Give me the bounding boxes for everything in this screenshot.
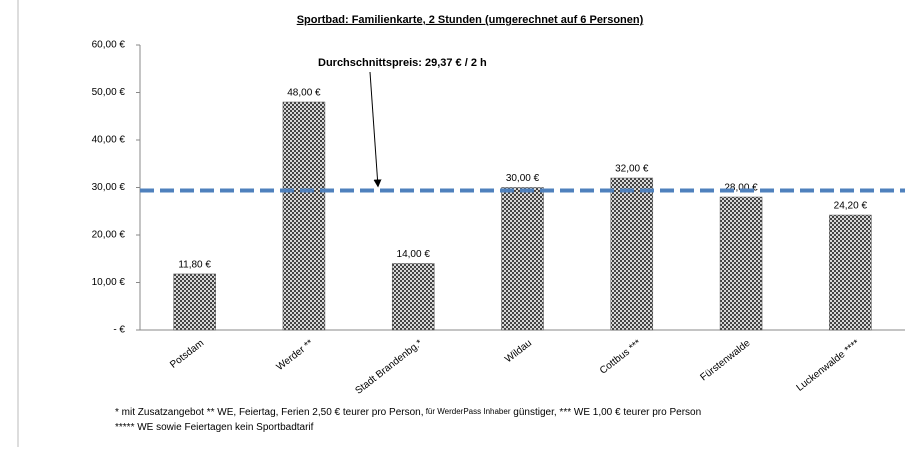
y-tick-label: 40,00 € [92,135,126,146]
annotation-arrow [369,71,382,188]
footnote-part: für WerderPass Inhaber [423,407,510,416]
y-tick-label: 50,00 € [92,87,126,98]
bar [282,101,326,331]
x-tick-label: Wildau [503,338,534,365]
bar [173,273,216,331]
chart-title: Sportbad: Familienkarte, 2 Stunden (umge… [297,14,644,26]
value-label: 32,00 € [615,164,649,175]
footnote-part: ***** WE sowie Feiertagen kein Sportbadt… [115,422,314,433]
value-label: 14,00 € [397,249,431,260]
bar [719,196,763,331]
bar [829,214,872,331]
footnote: * mit Zusatzangebot ** WE, Feiertag, Fer… [115,407,701,418]
x-tick-label: Potsdam [168,338,206,371]
x-tick-label: Fürstenwalde [698,338,752,384]
footnote-part: günstiger, *** WE 1,00 € teurer pro Pers… [511,407,702,418]
value-label: 28,00 € [724,183,758,194]
y-tick-label: 60,00 € [92,40,126,51]
y-tick-label: 10,00 € [92,277,126,288]
y-tick-label: - € [113,325,125,336]
x-tick-label: Werder ** [275,338,316,373]
bar [610,177,654,331]
value-label: 30,00 € [506,173,540,184]
value-label: 11,80 € [178,260,211,271]
annotation: Durchschnittspreis: 29,37 € / 2 h [318,57,487,69]
x-tick-label: Luckenwalde **** [795,338,862,394]
y-tick-label: 30,00 € [92,182,126,193]
value-label: 48,00 € [287,88,321,99]
x-tick-label: Stadt Brandenbg.* [354,338,425,397]
footnote: ***** WE sowie Feiertagen kein Sportbadt… [115,422,314,433]
bar [501,187,544,331]
value-label: 24,20 € [834,201,868,212]
footnote-part: * mit Zusatzangebot ** WE, Feiertag, Fer… [115,407,423,418]
y-tick-label: 20,00 € [92,230,126,241]
x-tick-label: Cottbus *** [598,338,643,377]
bar [391,263,435,331]
